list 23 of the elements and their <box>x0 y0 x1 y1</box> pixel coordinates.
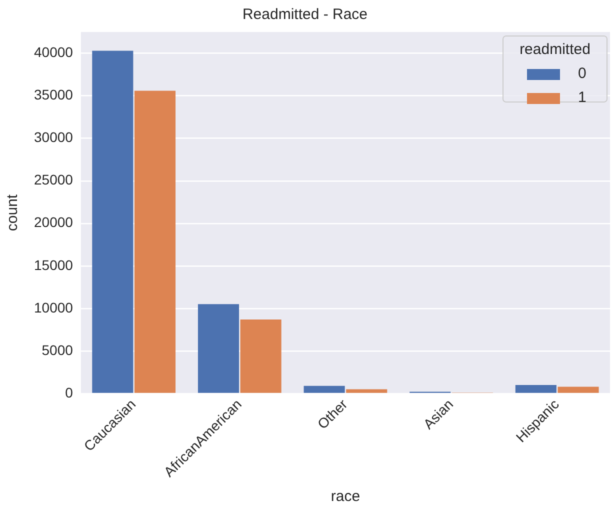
y-tick-label: 25000 <box>34 172 74 188</box>
bar <box>240 320 282 393</box>
bar <box>134 90 176 393</box>
y-tick-label: 40000 <box>34 44 74 60</box>
y-axis-title: count <box>4 194 22 232</box>
legend-title: readmitted <box>520 41 590 58</box>
bar <box>558 386 599 393</box>
legend-label: 0 <box>578 65 586 82</box>
y-tick-label: 0 <box>65 384 74 400</box>
y-tick-label: 35000 <box>34 86 74 103</box>
bar <box>515 384 556 393</box>
x-axis-title: race <box>330 488 360 506</box>
y-tick-label: 10000 <box>34 299 74 316</box>
bar <box>92 50 134 393</box>
y-tick-label: 5000 <box>42 342 74 358</box>
y-tick-label: 30000 <box>34 129 74 146</box>
bar <box>304 386 345 393</box>
legend-label: 1 <box>578 89 586 106</box>
y-tick-label: 20000 <box>34 214 74 230</box>
bar <box>346 389 388 393</box>
chart-title: Readmitted - Race <box>242 6 368 24</box>
y-tick-label: 15000 <box>34 256 74 273</box>
bar <box>198 304 240 393</box>
